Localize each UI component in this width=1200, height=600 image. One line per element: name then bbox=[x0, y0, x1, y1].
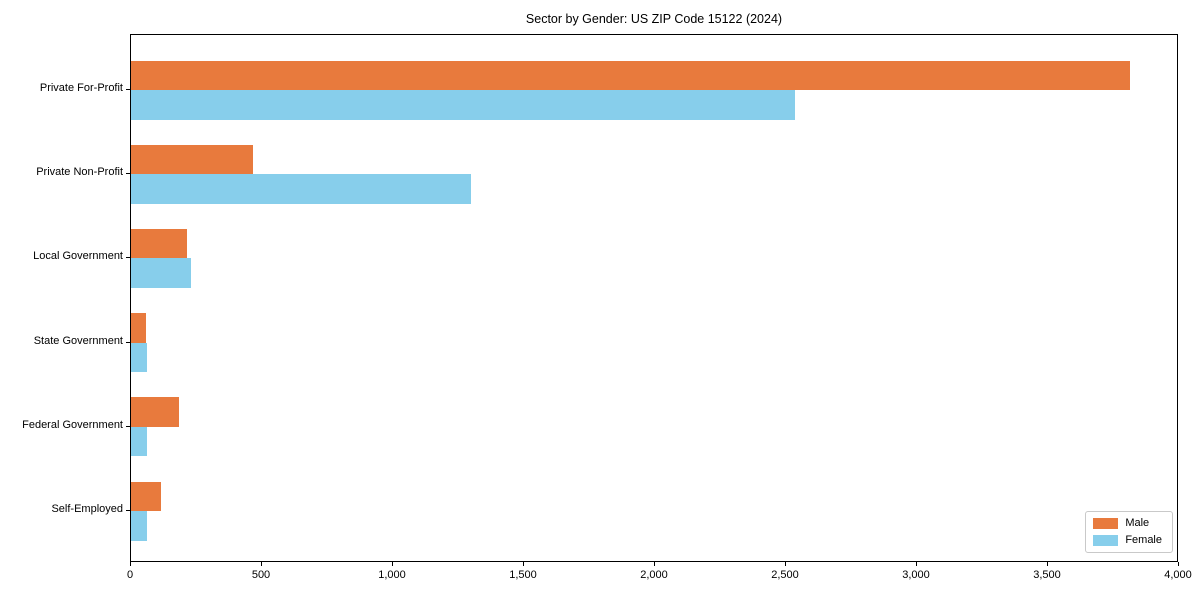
y-tick-label: Private Non-Profit bbox=[36, 166, 123, 179]
x-tick-mark bbox=[392, 562, 393, 566]
legend-label: Female bbox=[1125, 534, 1162, 546]
y-tick-mark bbox=[126, 425, 130, 427]
y-tick-mark bbox=[126, 173, 130, 175]
y-tick-mark bbox=[126, 257, 130, 259]
bar-male-self-employed bbox=[131, 481, 161, 511]
bar-male-private-for-profit bbox=[131, 60, 1130, 90]
x-tick-mark bbox=[1047, 562, 1048, 566]
y-tick-label: Private For-Profit bbox=[39, 82, 123, 94]
y-tick-mark bbox=[126, 89, 130, 90]
legend: Male Female bbox=[1085, 511, 1173, 553]
y-tick-mark bbox=[126, 510, 130, 511]
y-tick-label: Local Government bbox=[33, 250, 123, 263]
x-tick-label: 1,500 bbox=[509, 569, 537, 581]
bar-male-state-government bbox=[131, 313, 146, 343]
x-tick-mark bbox=[916, 562, 917, 566]
legend-swatch-icon bbox=[1093, 518, 1119, 529]
bar-female-private-non-profit bbox=[131, 174, 471, 204]
x-tick-mark bbox=[523, 562, 524, 566]
chart-title: Sector by Gender: US ZIP Code 15122 (202… bbox=[525, 12, 783, 26]
legend-item-male: Male bbox=[1093, 518, 1162, 529]
bar-male-private-non-profit bbox=[131, 144, 253, 175]
bar-male-local-government bbox=[131, 228, 188, 259]
bar-female-self-employed bbox=[131, 511, 148, 541]
x-tick-mark bbox=[1178, 562, 1179, 566]
x-tick-mark bbox=[130, 562, 131, 566]
x-tick-mark bbox=[654, 562, 655, 566]
bar-female-federal-government bbox=[131, 426, 147, 457]
x-tick-mark bbox=[261, 562, 262, 566]
bar-female-state-government bbox=[131, 342, 147, 373]
x-tick-label: 0 bbox=[126, 569, 134, 581]
plot-area: Male Female bbox=[130, 34, 1178, 562]
x-tick-mark bbox=[785, 562, 786, 566]
x-tick-label: 2,000 bbox=[640, 569, 668, 581]
x-tick-label: 3,500 bbox=[1033, 569, 1061, 581]
bar-female-private-for-profit bbox=[131, 90, 796, 120]
x-tick-label: 1,000 bbox=[378, 569, 406, 581]
y-tick-label: Self-Employed bbox=[51, 503, 123, 515]
legend-item-female: Female bbox=[1093, 535, 1162, 546]
y-tick-mark bbox=[126, 341, 130, 343]
bar-male-federal-government bbox=[131, 397, 179, 427]
x-tick-label: 2,500 bbox=[771, 569, 799, 581]
y-tick-label: State Government bbox=[33, 334, 123, 347]
x-tick-label: 3,000 bbox=[902, 569, 930, 581]
legend-label: Male bbox=[1125, 517, 1150, 529]
x-tick-label: 4,000 bbox=[1164, 569, 1192, 581]
x-tick-label: 500 bbox=[251, 569, 271, 581]
bar-female-local-government bbox=[131, 258, 192, 288]
legend-swatch-icon bbox=[1093, 535, 1119, 546]
y-tick-label: Federal Government bbox=[22, 418, 123, 431]
